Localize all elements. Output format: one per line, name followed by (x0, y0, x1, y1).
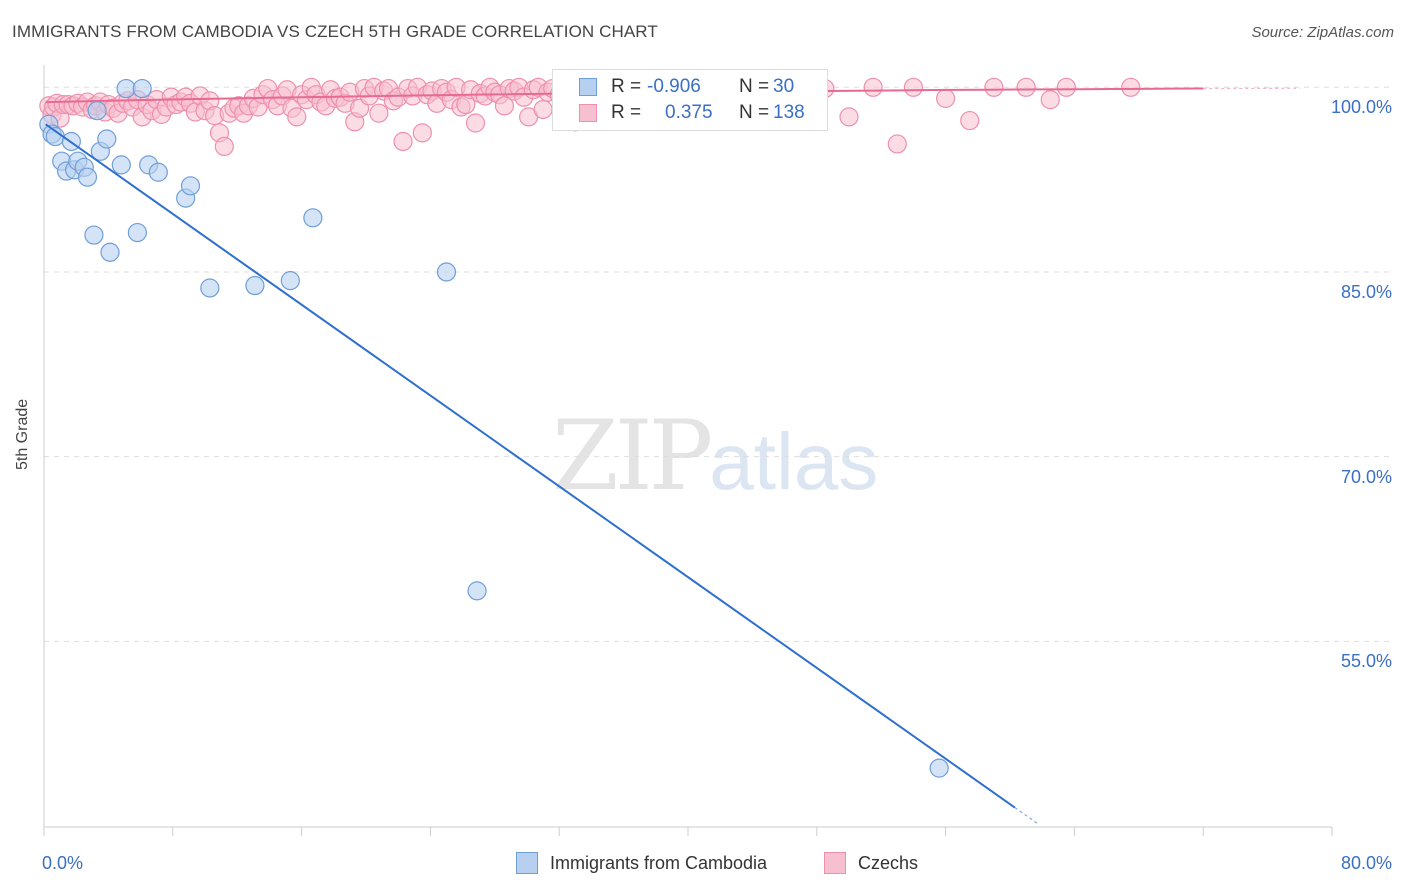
y-tick-label: 70.0% (1340, 466, 1392, 487)
czech-point (839, 107, 859, 127)
trend-lines (45, 87, 1300, 826)
cambodia-point (87, 101, 107, 121)
cambodia-trend-line (45, 123, 1016, 809)
y-tick-label: 100.0% (1330, 97, 1392, 118)
legend-n-label: N = (739, 76, 770, 97)
legend-item-cambodia[interactable]: Immigrants from Cambodia (516, 852, 767, 874)
y-tick-label: 85.0% (1340, 281, 1392, 302)
czech-swatch (579, 104, 597, 122)
czech-point (287, 107, 307, 127)
cambodia-legend-swatch (516, 852, 538, 874)
y-tick-label: 55.0% (1340, 651, 1392, 672)
legend-r-value: 0.375 (665, 102, 713, 123)
cambodia-point (97, 129, 117, 149)
czech-point (863, 77, 883, 97)
czech-point (533, 99, 553, 120)
axes (43, 65, 1333, 836)
correlation-legend: R = -0.906 N = 30 R = 0.375 N = 138 (552, 69, 828, 131)
y-axis-label: 5th Grade (14, 398, 31, 470)
czech-point (887, 134, 907, 154)
cambodia-points (39, 78, 949, 778)
czech-point (903, 77, 924, 97)
watermark: ZIPatlas (552, 400, 878, 512)
cambodia-point (200, 278, 220, 298)
cambodia-trend-extension (1014, 807, 1040, 826)
legend-r-label: R = (611, 102, 642, 123)
gridlines (44, 86, 1394, 642)
cambodia-point (180, 176, 201, 196)
legend-n-value: 138 (773, 102, 805, 123)
czech-point (960, 110, 980, 131)
chart-title: IMMIGRANTS FROM CAMBODIA VS CZECH 5TH GR… (12, 22, 658, 41)
watermark-zip: ZIP (552, 400, 713, 512)
cambodia-point (467, 581, 487, 601)
cambodia-point (111, 155, 131, 175)
czech-point (369, 103, 389, 123)
cambodia-swatch (579, 78, 597, 96)
cambodia-point (84, 225, 104, 245)
czech-point (465, 113, 486, 133)
legend-row-czech: R = 0.375 N = 138 (579, 101, 805, 125)
czech-legend-label: Czechs (858, 852, 919, 873)
czech-point (1121, 77, 1141, 97)
czech-point (393, 131, 413, 152)
watermark-atlas: atlas (709, 417, 879, 506)
cambodia-point (436, 262, 457, 282)
cambodia-point (100, 242, 120, 262)
czech-point (984, 77, 1004, 97)
czech-point (214, 136, 234, 157)
legend-r-label: R = (611, 76, 642, 97)
cambodia-point (127, 222, 147, 243)
source-label: Source: ZipAtlas.com (1251, 24, 1394, 41)
legend-r-value: -0.906 (647, 76, 701, 97)
x-tick-label-min: 0.0% (42, 853, 84, 873)
legend-n-value: 30 (773, 76, 795, 97)
czech-point (412, 123, 432, 143)
cambodia-point (929, 758, 949, 778)
cambodia-point (77, 167, 98, 187)
x-tick-label-max: 80.0% (1340, 853, 1392, 873)
cambodia-point (245, 275, 265, 296)
czech-legend-swatch (824, 852, 846, 874)
cambodia-point (303, 208, 323, 228)
cambodia-legend-label: Immigrants from Cambodia (550, 852, 768, 873)
cambodia-point (148, 162, 168, 182)
cambodia-point (116, 78, 136, 99)
czech-point (1056, 77, 1076, 97)
legend-item-czech[interactable]: Czechs (824, 852, 918, 874)
cambodia-point (280, 271, 300, 291)
czech-point (1040, 90, 1060, 110)
cambodia-point (132, 78, 152, 99)
czech-point (935, 88, 956, 108)
legend-n-label: N = (739, 102, 770, 123)
czech-point (1016, 77, 1036, 97)
legend-row-cambodia: R = -0.906 N = 30 (579, 75, 794, 99)
